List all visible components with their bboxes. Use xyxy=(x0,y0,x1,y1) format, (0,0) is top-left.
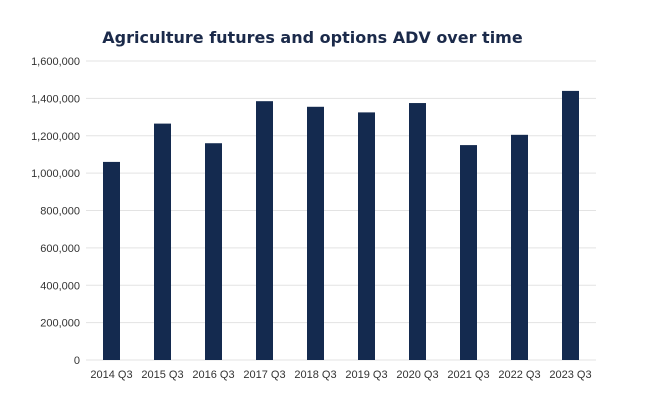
x-tick-label: 2020 Q3 xyxy=(396,369,438,381)
x-tick-label: 2015 Q3 xyxy=(141,369,183,381)
bar xyxy=(409,103,426,360)
y-tick-label: 1,200,000 xyxy=(31,131,80,143)
x-tick-label: 2016 Q3 xyxy=(192,369,234,381)
x-tick-label: 2017 Q3 xyxy=(243,369,285,381)
y-tick-label: 1,400,000 xyxy=(31,93,80,105)
bar xyxy=(460,145,477,360)
bar xyxy=(205,143,222,360)
bar xyxy=(256,101,273,360)
bar xyxy=(511,134,528,360)
x-tick-label: 2014 Q3 xyxy=(90,369,132,381)
x-tick-label: 2023 Q3 xyxy=(549,369,591,381)
bar xyxy=(358,112,375,360)
x-tick-label: 2021 Q3 xyxy=(447,369,489,381)
bar xyxy=(154,123,171,361)
x-tick-label: 2019 Q3 xyxy=(345,369,387,381)
x-tick-label: 2018 Q3 xyxy=(294,369,336,381)
y-tick-label: 400,000 xyxy=(40,280,80,292)
bars xyxy=(103,90,579,361)
y-tick-label: 200,000 xyxy=(40,318,80,330)
y-tick-label: 600,000 xyxy=(40,243,80,255)
bar xyxy=(562,90,579,361)
chart-title: Agriculture futures and options ADV over… xyxy=(102,28,523,47)
bar xyxy=(103,161,120,360)
bar xyxy=(307,106,324,360)
y-tick-label: 1,000,000 xyxy=(31,168,80,180)
y-tick-label: 800,000 xyxy=(40,206,80,218)
y-tick-label: 1,600,000 xyxy=(31,56,80,68)
x-axis-tick-labels: 2014 Q3 2015 Q3 2016 Q3 2017 Q3 2018 Q3 2019 … xyxy=(90,369,591,381)
y-tick-label: 0 xyxy=(74,355,80,367)
y-axis-tick-labels: 0 200,000 400,000 600,000 800,000 1,000,000 1,… xyxy=(31,56,80,367)
x-tick-label: 2022 Q3 xyxy=(498,369,540,381)
